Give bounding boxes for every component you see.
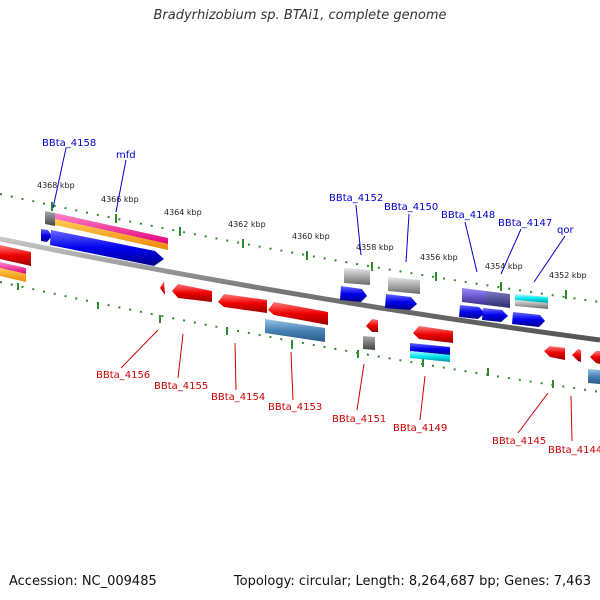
gene-arrow[interactable] [459,305,485,319]
gene-label[interactable]: qor [557,225,574,236]
gene-feature[interactable] [410,351,450,362]
outer-tick-ring [0,193,600,303]
gene-label[interactable]: BBta_4156 [96,370,150,381]
label-leader [464,221,478,273]
kbp-label: 4366 kbp [101,195,139,204]
forward-gene-labels: BBta_4158 mfd BBta_4152 BBta_4150 BBta_4… [42,138,574,283]
label-leader [570,395,573,442]
gene-arrow[interactable] [268,302,328,325]
kbp-label: 4356 kbp [420,253,458,262]
label-leader [234,342,237,391]
label-leader [405,213,410,263]
gene-feature[interactable] [0,262,26,274]
gene-feature[interactable] [363,336,375,350]
kbp-label: 4368 kbp [37,181,75,190]
gene-feature[interactable] [388,277,420,294]
kbp-label: 4364 kbp [164,208,202,217]
label-leader [419,375,426,421]
gene-arrow[interactable] [590,351,600,364]
gene-feature[interactable] [344,268,370,285]
accession-text: Accession: NC_009485 [9,574,157,589]
gene-arrow[interactable] [512,312,545,327]
kbp-label: 4362 kbp [228,220,266,229]
gene-arrow[interactable] [482,308,508,322]
gene-label[interactable]: BBta_4147 [498,218,552,229]
gene-arrow[interactable] [572,349,581,362]
label-leader [356,363,365,411]
gene-label[interactable]: BBta_4145 [492,436,546,447]
gene-feature[interactable] [486,291,510,308]
gene-arrow[interactable] [41,229,52,242]
gene-feature[interactable] [45,211,55,226]
gene-arrow[interactable] [413,326,453,343]
genome-backbone [0,236,600,343]
feature-track-outer [0,211,548,309]
gene-label[interactable]: BBta_4150 [384,202,438,213]
gene-label[interactable]: BBta_4154 [211,392,265,403]
reverse-gene-labels: BBta_4156 BBta_4155 BBta_4154 BBta_4153 … [96,329,600,456]
label-leader [355,204,362,256]
label-leader [533,235,566,283]
reverse-gene-arrows [160,281,600,384]
gene-arrow[interactable] [50,230,164,266]
gene-label[interactable]: BBta_4153 [268,402,322,413]
gene-label[interactable]: BBta_4155 [154,381,208,392]
forward-gene-arrows [41,229,545,327]
label-leader [517,392,549,434]
label-leader [177,333,184,379]
gene-arrow[interactable] [160,281,165,295]
gene-feature[interactable] [265,319,325,342]
gene-arrow[interactable] [385,294,417,310]
label-leader [500,228,522,275]
gene-label[interactable]: BBta_4151 [332,414,386,425]
gene-label[interactable]: BBta_4144 [548,445,600,456]
gene-feature[interactable] [55,213,168,244]
genome-stats-text: Topology: circular; Length: 8,264,687 bp… [233,574,591,589]
map-title: Bradyrhizobium sp. BTAi1, complete genom… [153,8,447,23]
gene-feature[interactable] [0,245,31,266]
gene-feature[interactable] [0,268,26,282]
gene-feature[interactable] [588,369,600,384]
gene-arrow[interactable] [172,284,212,302]
label-leader [52,147,67,209]
label-leader [115,159,127,213]
gene-label[interactable]: BBta_4158 [42,138,96,149]
kbp-label: 4352 kbp [549,271,587,280]
gene-label[interactable]: BBta_4148 [441,210,495,221]
gene-arrow[interactable] [544,346,565,360]
kbp-label: 4360 kbp [292,232,330,241]
gene-arrow[interactable] [218,294,267,313]
gene-feature[interactable] [462,288,486,305]
gene-feature[interactable] [55,219,168,250]
kbp-label: 4358 kbp [356,243,394,252]
label-leader [290,351,294,401]
gene-label[interactable]: BBta_4149 [393,423,447,434]
inner-tick-ring [0,281,600,393]
gene-arrow[interactable] [340,286,367,302]
gene-feature[interactable] [515,300,548,309]
gene-arrow[interactable] [366,319,378,332]
gene-label[interactable]: BBta_4152 [329,193,383,204]
label-leader [120,329,159,369]
gene-label[interactable]: mfd [116,150,136,161]
